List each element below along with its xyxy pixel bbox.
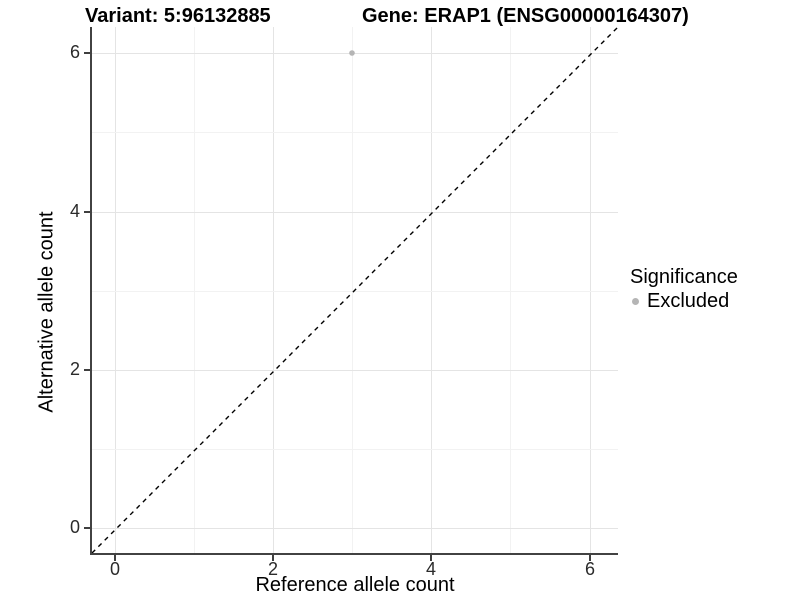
y-tick-2 bbox=[84, 369, 90, 371]
gridline-y6-major bbox=[92, 53, 618, 54]
x-tick-label-0: 0 bbox=[109, 559, 120, 579]
x-tick-6 bbox=[589, 555, 591, 561]
y-tick-0 bbox=[84, 527, 90, 529]
variant-title: Variant: 5:96132885 bbox=[85, 5, 271, 27]
identity-dashed-line bbox=[92, 27, 618, 553]
y-tick-label-6: 6 bbox=[69, 42, 80, 62]
legend-item-label: Excluded bbox=[647, 290, 730, 312]
x-tick-4 bbox=[430, 555, 432, 561]
x-tick-label-2: 2 bbox=[267, 559, 278, 579]
legend-point-icon bbox=[632, 297, 639, 305]
x-tick-label-6: 6 bbox=[584, 559, 595, 579]
gridline-x5-minor bbox=[510, 27, 511, 553]
legend: Significance Excluded bbox=[629, 266, 738, 312]
x-axis-title: Reference allele count bbox=[255, 574, 455, 596]
gridline-x4-major bbox=[431, 27, 432, 553]
gene-title: Gene: ERAP1 (ENSG00000164307) bbox=[362, 5, 689, 27]
x-tick-2 bbox=[272, 555, 274, 561]
gridline-x6-major bbox=[590, 27, 591, 553]
plot-panel bbox=[90, 27, 618, 555]
gridline-x3-minor bbox=[352, 27, 353, 553]
gridline-y5-minor bbox=[92, 132, 618, 133]
y-axis-title: Alternative allele count bbox=[35, 211, 58, 413]
y-tick-4 bbox=[84, 211, 90, 213]
gridline-x1-minor bbox=[194, 27, 195, 553]
gridline-y1-minor bbox=[92, 449, 618, 450]
legend-item-excluded: Excluded bbox=[629, 290, 738, 312]
gridline-y4-major bbox=[92, 212, 618, 213]
data-layer bbox=[92, 27, 618, 553]
gridline-y2-major bbox=[92, 370, 618, 371]
gridline-y3-minor bbox=[92, 291, 618, 292]
y-tick-6 bbox=[84, 52, 90, 54]
y-tick-label-4: 4 bbox=[69, 201, 80, 221]
y-tick-label-0: 0 bbox=[69, 517, 80, 537]
data-point-excluded bbox=[349, 50, 355, 56]
gridline-y0-major bbox=[92, 528, 618, 529]
x-tick-0 bbox=[114, 555, 116, 561]
x-tick-label-4: 4 bbox=[425, 559, 436, 579]
legend-title: Significance bbox=[630, 266, 738, 288]
y-tick-label-2: 2 bbox=[69, 359, 80, 379]
gridline-x2-major bbox=[273, 27, 274, 553]
gridline-x0-major bbox=[115, 27, 116, 553]
